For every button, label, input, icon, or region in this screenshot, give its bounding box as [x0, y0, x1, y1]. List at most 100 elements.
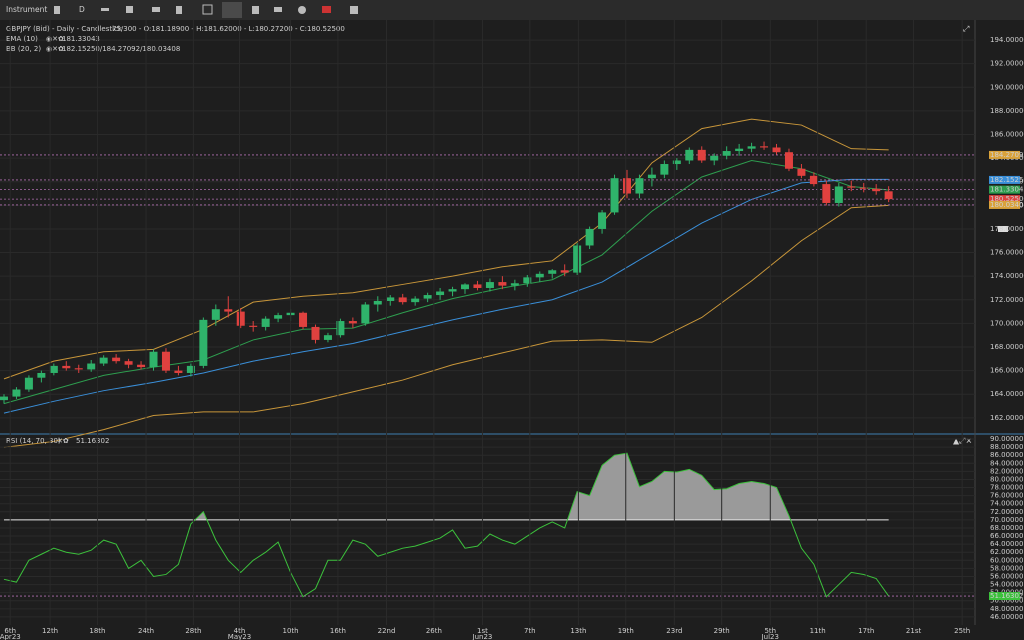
level-badge [989, 200, 1020, 209]
candle-body [224, 309, 233, 312]
candle-body [174, 370, 183, 373]
x-tick-label: 1st [477, 627, 488, 635]
indicator-name: EMA (10) [6, 35, 38, 43]
level-label: 181.33043 [990, 186, 1024, 194]
candle-body [622, 178, 631, 194]
candle-body [772, 147, 781, 153]
y-tick-label: 186.00000 [990, 131, 1024, 139]
candle-body [473, 284, 482, 288]
candle-body [710, 155, 719, 161]
y-tick-label: 178.00000 [990, 225, 1024, 233]
candle-body [161, 351, 170, 371]
indicator-line [3, 204, 889, 448]
candle-body [261, 318, 270, 327]
candle-body [610, 178, 619, 213]
month-label: Jun23 [472, 633, 493, 640]
toolbar [0, 0, 1024, 20]
current-value-badge [989, 592, 1020, 601]
toolbar-icon-active[interactable] [222, 2, 242, 18]
candle-body [236, 311, 245, 326]
y-tick-label: 70.00000 [990, 516, 1023, 524]
indicator-controls[interactable]: ◉✕✿ [46, 45, 64, 53]
candle-body [461, 284, 470, 290]
candle-body [112, 357, 121, 362]
y-tick-label: 56.00000 [990, 572, 1023, 580]
y-tick-label: 170.00000 [990, 319, 1024, 327]
rsi-overbought-fill [195, 453, 791, 520]
candle-body [859, 187, 868, 189]
level-label: 182.15250 [990, 176, 1024, 184]
candle-body [99, 357, 108, 364]
x-tick-label: 13th [570, 627, 586, 635]
toolbar-icons [54, 2, 358, 18]
x-tick-label: 17th [858, 627, 874, 635]
toolbar-icon[interactable] [176, 6, 182, 14]
toolbar-icon[interactable] [350, 6, 358, 14]
x-tick-label: 12th [42, 627, 58, 635]
flag-icon[interactable] [322, 6, 331, 13]
toolbar-icon[interactable] [252, 6, 259, 14]
y-tick-label: 88.00000 [990, 443, 1023, 451]
candle-body [436, 291, 445, 296]
indicator-readout: 181.33043 [62, 35, 100, 43]
y-tick-label: 90.00000 [990, 435, 1023, 443]
candle-body [585, 228, 594, 246]
toolbar-icon[interactable] [101, 8, 109, 11]
candle-body [37, 372, 46, 378]
candle-body [74, 368, 83, 370]
candle-body [884, 191, 893, 200]
candle-body [124, 361, 133, 365]
y-tick-label: 84.00000 [990, 459, 1023, 467]
scale-icon[interactable] [998, 226, 1008, 232]
indicator-controls[interactable]: ✕✿ [57, 437, 69, 445]
month-label: Apr23 [0, 633, 21, 640]
indicator-controls[interactable]: ◉✕✿ [46, 35, 64, 43]
toolbar-icon[interactable] [274, 7, 282, 12]
candle-body [49, 365, 58, 373]
toolbar-icon[interactable] [54, 6, 60, 14]
toolbar-icon[interactable] [298, 6, 306, 14]
period-button[interactable]: D [79, 5, 85, 14]
month-label: Jul23 [761, 633, 779, 640]
x-tick-label: 4th [234, 627, 246, 635]
candle-body [411, 298, 420, 303]
x-tick-label: 19th [618, 627, 634, 635]
chart-title: GBPJPY (Bid) - Daily - Candlestick [6, 25, 123, 33]
candle-body [485, 282, 494, 288]
toolbar-icon[interactable] [202, 4, 213, 15]
toolbar-icon[interactable] [152, 7, 160, 12]
candle-body [660, 164, 669, 175]
candle-body [299, 312, 308, 327]
y-tick-label: 74.00000 [990, 500, 1023, 508]
x-tick-label: 7th [524, 627, 536, 635]
expand-icon[interactable]: ⤢ [962, 25, 969, 34]
rsi-panel: 46.0000048.0000050.0000052.0000054.00000… [0, 435, 1023, 640]
candle-body [635, 178, 644, 194]
candle-body [847, 186, 856, 188]
candle-body [535, 273, 544, 278]
y-tick-label: 176.00000 [990, 249, 1024, 257]
candle-body [211, 309, 220, 320]
instrument-button[interactable]: Instrument [6, 5, 47, 14]
y-tick-label: 50.00000 [990, 597, 1023, 605]
toolbar-icon[interactable] [126, 6, 133, 13]
candle-body [872, 188, 881, 192]
candle-body [523, 277, 532, 284]
level-badge [989, 185, 1020, 194]
x-tick-label: 24th [138, 627, 154, 635]
y-tick-label: 66.00000 [990, 532, 1023, 540]
candle-body [137, 364, 146, 368]
candle-body [149, 351, 158, 368]
candle-body [336, 321, 345, 336]
y-tick-label: 62.00000 [990, 548, 1023, 556]
candle-body [361, 304, 370, 324]
candle-body [722, 151, 731, 156]
candle-body [747, 146, 756, 149]
x-tick-label: 22nd [378, 627, 396, 635]
y-tick-label: 194.00000 [990, 36, 1024, 44]
y-tick-label: 168.00000 [990, 343, 1024, 351]
level-badge [989, 175, 1020, 184]
x-tick-label: 25th [954, 627, 970, 635]
x-tick-label: 6th [4, 627, 16, 635]
